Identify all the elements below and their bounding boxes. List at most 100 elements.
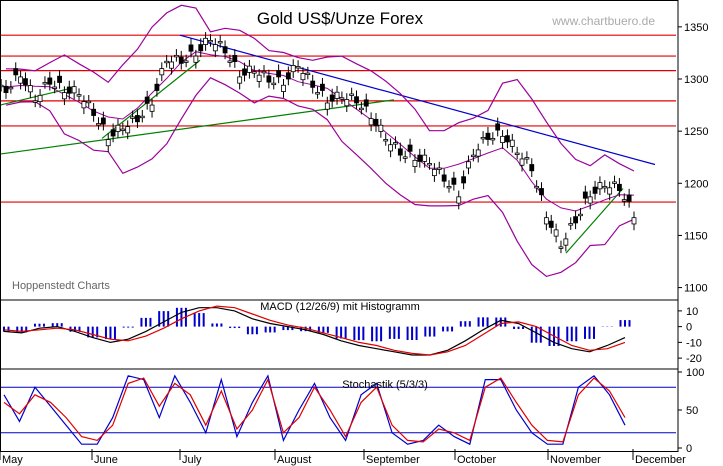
- month-label: June: [94, 454, 118, 466]
- candle-body: [422, 154, 428, 162]
- macd-title: MACD (12/26/9) mit Histogramm: [260, 301, 420, 313]
- candle-body: [495, 123, 501, 131]
- candle-body: [446, 186, 452, 189]
- candle-body: [261, 70, 267, 74]
- candle-body: [573, 216, 578, 224]
- candle-body: [470, 154, 476, 158]
- candle-body: [295, 66, 301, 69]
- candle-body: [198, 44, 204, 52]
- candle-body: [500, 135, 505, 144]
- uptrend-line: [565, 188, 624, 254]
- candle-body: [543, 217, 549, 225]
- stochastic-d-line: [3, 377, 626, 443]
- candle-body: [358, 107, 364, 111]
- candle-body: [173, 54, 179, 58]
- candle-body: [237, 76, 243, 84]
- candle-body: [110, 129, 116, 137]
- stochastic-k-line: [3, 374, 626, 446]
- candle-body: [578, 213, 583, 217]
- candle-body: [13, 68, 19, 76]
- candle-body: [281, 84, 286, 92]
- candle-body: [47, 77, 53, 85]
- candle-body: [130, 116, 135, 119]
- candle-body: [612, 181, 617, 184]
- y-tick-label: 1300: [684, 74, 708, 86]
- candle-body: [344, 99, 350, 107]
- candle-body: [66, 86, 72, 94]
- candle-body: [8, 86, 14, 90]
- candle-body: [159, 68, 165, 76]
- candle-body: [475, 149, 481, 157]
- candle-body: [631, 217, 637, 225]
- candle-body: [71, 86, 77, 94]
- candle-body: [393, 142, 398, 145]
- y-tick-label: 1350: [684, 22, 708, 34]
- candle-body: [592, 186, 598, 194]
- candle-body: [139, 115, 145, 119]
- candle-body: [178, 56, 184, 64]
- candle-body: [203, 37, 208, 45]
- candle-body: [32, 100, 38, 103]
- candle-body: [563, 238, 569, 246]
- candle-body: [505, 135, 510, 143]
- month-label: July: [182, 454, 202, 466]
- bollinger-upper: [5, 4, 635, 172]
- candle-body: [62, 92, 67, 100]
- candle-body: [626, 194, 632, 202]
- candle-body: [514, 152, 520, 155]
- macd-y-tick-label: -20: [686, 353, 702, 365]
- candle-body: [539, 188, 544, 196]
- y-tick-label: 1200: [684, 178, 708, 190]
- candle-body: [568, 223, 574, 226]
- candle-body: [368, 118, 374, 126]
- candle-body: [120, 128, 126, 131]
- candle-body: [427, 163, 432, 166]
- candle-body: [42, 82, 48, 85]
- candle-body: [52, 86, 58, 89]
- candle-body: [378, 124, 384, 132]
- candle-body: [534, 186, 540, 189]
- candle-body: [276, 70, 282, 78]
- candle-body: [222, 46, 228, 54]
- candle-body: [227, 60, 233, 63]
- candle-body: [519, 158, 525, 166]
- month-label: August: [277, 454, 311, 466]
- candle-body: [285, 72, 291, 80]
- candle-body: [412, 159, 418, 167]
- candle-body: [397, 148, 403, 156]
- candle-body: [0, 84, 4, 88]
- candle-body: [18, 76, 24, 84]
- candle-body: [300, 73, 306, 81]
- candle-body: [100, 117, 106, 125]
- candle-body: [407, 144, 413, 152]
- candle-body: [217, 41, 223, 44]
- candle-body: [383, 139, 389, 142]
- candle-body: [183, 60, 189, 63]
- candle-body: [271, 82, 277, 86]
- candle-body: [621, 199, 627, 202]
- candle-body: [57, 75, 62, 83]
- bollinger-lower: [5, 77, 635, 278]
- candle-body: [402, 156, 408, 159]
- candle-body: [441, 174, 447, 182]
- chart-title: Gold US$/Unze Forex: [257, 9, 424, 28]
- candle-body: [86, 100, 92, 104]
- stochastic-y-tick-label: 0: [686, 443, 692, 455]
- y-tick-label: 1100: [684, 283, 708, 295]
- candle-body: [305, 72, 311, 75]
- candle-body: [256, 74, 262, 82]
- y-tick-label: 1250: [684, 126, 708, 138]
- candle-body: [524, 157, 530, 160]
- candle-body: [23, 78, 28, 86]
- candle-body: [466, 161, 471, 169]
- candle-body: [125, 126, 131, 134]
- downtrend-line: [179, 34, 656, 166]
- stochastic-y-tick-label: 50: [686, 405, 698, 417]
- candle-body: [373, 118, 379, 126]
- candle-body: [349, 93, 355, 96]
- candle-body: [602, 186, 608, 189]
- candle-body: [188, 44, 194, 52]
- macd-y-tick-label: 10: [686, 306, 698, 318]
- candle-body: [310, 80, 316, 88]
